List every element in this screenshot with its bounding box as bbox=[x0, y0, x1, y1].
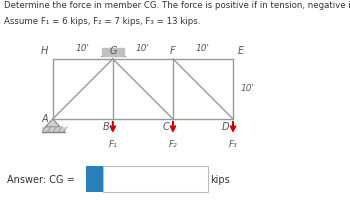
Text: Answer: CG =: Answer: CG = bbox=[7, 175, 75, 185]
Text: G: G bbox=[109, 46, 117, 56]
Text: F₂: F₂ bbox=[169, 140, 177, 149]
Polygon shape bbox=[46, 119, 60, 127]
Text: B: B bbox=[103, 122, 109, 132]
Text: kips: kips bbox=[210, 175, 230, 185]
Polygon shape bbox=[102, 48, 124, 56]
Polygon shape bbox=[42, 127, 64, 132]
Text: Determine the force in member CG. The force is positive if in tension, negative : Determine the force in member CG. The fo… bbox=[4, 1, 350, 10]
Text: E: E bbox=[238, 46, 244, 56]
Text: 10': 10' bbox=[240, 84, 254, 93]
Text: i: i bbox=[92, 175, 96, 185]
Text: F₃: F₃ bbox=[229, 140, 237, 149]
Text: F: F bbox=[170, 46, 176, 56]
Text: 10': 10' bbox=[196, 44, 210, 53]
Text: 10': 10' bbox=[136, 44, 150, 53]
Text: A: A bbox=[41, 114, 48, 124]
Text: F₁: F₁ bbox=[108, 140, 117, 149]
Text: Assume F₁ = 6 kips, F₂ = 7 kips, F₃ = 13 kips.: Assume F₁ = 6 kips, F₂ = 7 kips, F₃ = 13… bbox=[4, 17, 200, 26]
Text: D: D bbox=[222, 122, 230, 132]
Text: 10': 10' bbox=[76, 44, 90, 53]
Text: H: H bbox=[41, 46, 48, 56]
Text: C: C bbox=[163, 122, 169, 132]
